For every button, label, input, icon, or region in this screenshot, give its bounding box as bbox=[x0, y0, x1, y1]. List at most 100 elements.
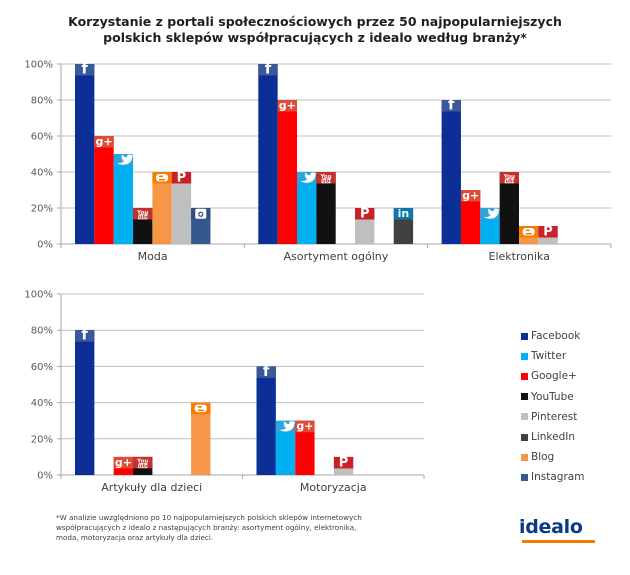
legend-label: Google+ bbox=[531, 370, 577, 383]
google-plus-icon-bg bbox=[94, 136, 114, 148]
pinterest-icon: P bbox=[333, 455, 354, 470]
bar-rect bbox=[295, 420, 315, 475]
legend-label: LinkedIn bbox=[531, 431, 576, 444]
linkedin-icon: in bbox=[393, 207, 414, 220]
twitter-icon bbox=[113, 154, 134, 166]
blogger-icon bbox=[191, 402, 211, 415]
legend-swatch bbox=[521, 413, 528, 421]
legend-label: Twitter bbox=[531, 350, 567, 363]
youtube-tube-box bbox=[504, 178, 515, 184]
bar-youtube-moda: YouTube bbox=[133, 208, 153, 244]
facebook-icon-bg bbox=[75, 64, 95, 76]
bar-facebook-motoryzacja: f bbox=[256, 362, 276, 475]
youtube-icon: YouTube bbox=[133, 208, 153, 220]
y-tick-label: 0% bbox=[37, 240, 53, 251]
pinterest-glyph: P bbox=[543, 225, 553, 240]
bar-pinterest-asortyment-ogolny: P bbox=[355, 207, 375, 244]
youtube-tube-glyph: Tube bbox=[136, 463, 150, 469]
bar-linkedin-asortyment-ogolny: in bbox=[393, 207, 414, 244]
bar-rect bbox=[316, 172, 336, 244]
bar-facebook-artykuly-dla-dzieci: f bbox=[75, 326, 95, 475]
youtube-icon: YouTube bbox=[316, 172, 336, 184]
youtube-tube-box bbox=[137, 214, 148, 220]
youtube-icon-bg bbox=[133, 208, 153, 220]
bar-youtube-elektronika: YouTube bbox=[499, 172, 519, 244]
youtube-icon-bg bbox=[499, 172, 519, 184]
legend-swatch bbox=[521, 393, 528, 401]
google-plus-icon-bg bbox=[277, 100, 297, 112]
twitter-icon bbox=[480, 208, 501, 220]
youtube-tube-glyph: Tube bbox=[503, 178, 517, 184]
bar-blog-moda bbox=[152, 172, 172, 244]
facebook-icon: f bbox=[75, 326, 95, 344]
google-plus-glyph: g+ bbox=[115, 456, 132, 469]
google-plus-glyph: g+ bbox=[462, 189, 479, 202]
bar-twitter-motoryzacja bbox=[275, 420, 296, 475]
youtube-you-glyph: You bbox=[503, 174, 515, 180]
blogger-glyph-line1 bbox=[525, 229, 530, 232]
y-tick-label: 80% bbox=[31, 96, 53, 107]
legend-swatch bbox=[521, 352, 528, 360]
twitter-bird-glyph bbox=[483, 208, 501, 219]
chart-title-line-1: Korzystanie z portali społecznościowych … bbox=[68, 14, 562, 29]
bar-instagram-moda bbox=[191, 208, 211, 244]
bar-pinterest-moda: P bbox=[171, 171, 192, 244]
twitter-bird-glyph bbox=[279, 421, 296, 432]
instagram-icon bbox=[191, 208, 211, 220]
category-label-asortyment-ogolny: Asortyment ogólny bbox=[284, 250, 389, 263]
pinterest-icon: P bbox=[171, 171, 192, 186]
facebook-icon-bg bbox=[75, 330, 95, 342]
pinterest-icon: P bbox=[538, 225, 558, 240]
facebook-glyph: f bbox=[81, 60, 88, 78]
bar-rect bbox=[258, 64, 278, 244]
legend-item-pinterest: Pinterest bbox=[521, 407, 584, 427]
y-tick-label: 100% bbox=[24, 290, 53, 301]
blogger-glyph-line1 bbox=[159, 175, 164, 178]
bar-rect bbox=[113, 154, 134, 244]
google-plus-icon: g+ bbox=[295, 420, 315, 433]
youtube-tube-box bbox=[137, 463, 148, 469]
bar-rect bbox=[75, 64, 95, 244]
facebook-glyph: f bbox=[448, 96, 455, 114]
legend-label: Instagram bbox=[531, 471, 585, 484]
category-label-moda: Moda bbox=[138, 250, 168, 263]
blogger-glyph-line1 bbox=[197, 406, 202, 408]
blogger-glyph-line2 bbox=[159, 178, 166, 181]
pinterest-glyph: P bbox=[339, 455, 349, 470]
instagram-glyph-lens-inner bbox=[199, 212, 203, 216]
idealo-logo: idealo bbox=[519, 516, 583, 538]
bar-rect bbox=[297, 172, 317, 244]
legend-item-blog: Blog bbox=[521, 447, 584, 467]
y-tick-label: 40% bbox=[31, 168, 53, 179]
legend-swatch bbox=[521, 332, 528, 340]
bar-blog-artykuly-dla-dzieci bbox=[191, 402, 211, 475]
google-plus-icon: g+ bbox=[94, 135, 114, 148]
google-plus-glyph: g+ bbox=[279, 99, 296, 112]
bar-youtube-artykuly-dla-dzieci: YouTube bbox=[133, 456, 153, 475]
bar-rect bbox=[171, 172, 192, 244]
legend-item-facebook: Facebook bbox=[521, 326, 584, 346]
twitter-icon bbox=[297, 172, 317, 184]
bar-twitter-elektronika bbox=[480, 208, 501, 244]
bar-rect bbox=[191, 402, 211, 475]
category-label-artykuly-dla-dzieci: Artykuły dla dzieci bbox=[101, 481, 202, 494]
pinterest-icon-bg bbox=[538, 226, 558, 238]
bar-rect bbox=[441, 100, 461, 244]
chart-title-line-2: polskich sklepów współpracujących z idea… bbox=[103, 30, 527, 45]
y-tick-label: 20% bbox=[31, 434, 53, 445]
category-label-elektronika: Elektronika bbox=[489, 250, 550, 263]
linkedin-glyph: in bbox=[398, 207, 410, 220]
bar-rect bbox=[94, 136, 114, 244]
youtube-icon-bg bbox=[133, 456, 153, 469]
blogger-glyph-line2 bbox=[197, 409, 204, 412]
legend-swatch bbox=[521, 372, 528, 380]
facebook-icon: f bbox=[256, 362, 276, 380]
bar-twitter-asortyment-ogolny bbox=[297, 172, 317, 244]
youtube-you-glyph: You bbox=[319, 174, 331, 180]
twitter-bird-glyph bbox=[300, 172, 317, 183]
legend-item-twitter: Twitter bbox=[521, 346, 584, 366]
legend-label: Facebook bbox=[531, 330, 581, 343]
legend-item-linkedin: LinkedIn bbox=[521, 427, 584, 447]
bar-google-elektronika: g+ bbox=[460, 189, 481, 244]
